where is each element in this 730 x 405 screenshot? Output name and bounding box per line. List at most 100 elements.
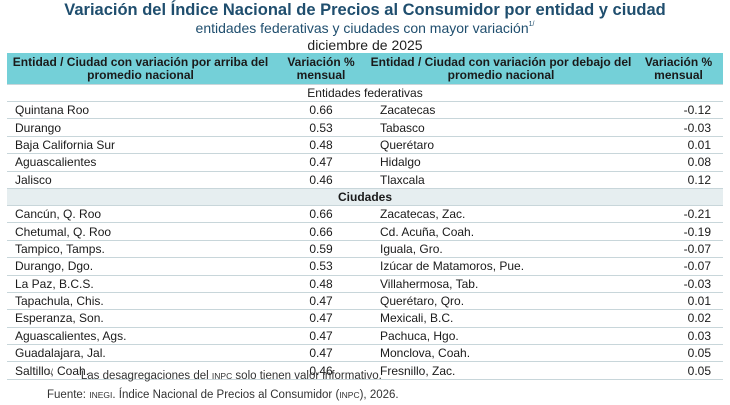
below-variation-cell: 0.02 [634, 309, 723, 328]
above-variation-cell: 0.53 [274, 118, 368, 137]
below-variation-cell: 0.01 [634, 292, 723, 311]
below-variation-cell: 0.01 [634, 136, 723, 155]
above-variation-cell: 0.53 [274, 257, 368, 276]
below-variation-cell: -0.21 [634, 205, 723, 224]
above-variation-cell: 0.66 [274, 205, 368, 224]
below-name-cell: Querétaro, Qro. [368, 292, 634, 311]
above-variation-cell: 0.66 [274, 222, 368, 241]
above-variation-cell: 0.47 [274, 292, 368, 311]
section-row: Ciudades [7, 188, 723, 206]
above-name-cell: Tapachula, Chis. [7, 292, 274, 311]
section-label: Ciudades [7, 188, 723, 206]
above-variation-cell: 0.47 [274, 344, 368, 363]
table-row: Jalisco 0.46 Tlaxcala 0.12 [7, 171, 723, 189]
table-row: Durango, Dgo. 0.53 Izúcar de Matamoros, Pu… [7, 257, 723, 276]
above-name-cell: Cancún, Q. Roo [7, 205, 274, 224]
below-variation-cell: 0.12 [634, 171, 723, 189]
below-name-cell: Tabasco [368, 118, 634, 137]
above-name-cell: Chetumal, Q. Roo [7, 222, 274, 241]
above-name-cell: Guadalajara, Jal. [7, 344, 274, 363]
below-name-cell: Cd. Acuña, Coah. [368, 222, 634, 241]
above-name-cell: Aguascalientes [7, 153, 274, 172]
above-name-cell: Esperanza, Son. [7, 309, 274, 328]
subtitle-text: entidades federativas y ciudades con may… [195, 20, 529, 36]
above-name-cell: Saltillo, Coah. [7, 361, 274, 380]
below-variation-cell: 0.05 [634, 361, 723, 380]
source-text-end: ), 2026. [359, 389, 399, 401]
below-name-cell: Iguala, Gro. [368, 240, 634, 259]
below-name-cell: Mexicali, B.C. [368, 309, 634, 328]
table-row: Aguascalientes, Ags. 0.47 Pachuca, Hgo. 0.0… [7, 327, 723, 346]
below-variation-cell: 0.03 [634, 327, 723, 346]
report-date: diciembre de 2025 [307, 37, 423, 53]
footnote-marker: 1/ [528, 21, 535, 28]
section-label: Entidades federativas [7, 84, 723, 102]
table-row: Durango 0.53 Tabasco -0.03 [7, 118, 723, 137]
below-name-cell: Villahermosa, Tab. [368, 275, 634, 293]
above-name-cell: Baja California Sur [7, 136, 274, 155]
table-row: Tapachula, Chis. 0.47 Querétaro, Qro. 0.01 [7, 292, 723, 311]
below-name-cell: Fresnillo, Zac. [368, 361, 634, 380]
above-variation-cell: 0.46 [274, 361, 368, 380]
above-name-cell: Tampico, Tamps. [7, 240, 274, 259]
table-row: Cancún, Q. Roo 0.66 Zacatecas, Zac. -0.21 [7, 205, 723, 224]
report-subtitle: entidades federativas y ciudades con may… [0, 20, 730, 36]
table-row: Quintana Roo 0.66 Zacatecas -0.12 [7, 101, 723, 120]
below-name-cell: Zacatecas [368, 101, 634, 120]
table-row: Saltillo, Coah. 0.46 Fresnillo, Zac. 0.05 [7, 361, 723, 380]
below-name-cell: Pachuca, Hgo. [368, 327, 634, 346]
col-header-below: Entidad / Ciudad con variación por debaj… [368, 53, 634, 85]
below-variation-cell: 0.08 [634, 153, 723, 172]
source-org: INEGI [89, 390, 113, 400]
table-header-row: Entidad / Ciudad con variación por arrib… [7, 53, 723, 85]
col-header-below-variation: Variación % mensual [634, 53, 723, 85]
source-line: Fuente: INEGI. Índice Nacional de Precio… [47, 389, 399, 401]
below-variation-cell: -0.12 [634, 101, 723, 120]
below-name-cell: Izúcar de Matamoros, Pue. [368, 257, 634, 276]
above-name-cell: Jalisco [7, 171, 274, 189]
below-variation-cell: -0.07 [634, 240, 723, 259]
above-name-cell: La Paz, B.C.S. [7, 275, 274, 293]
col-header-above-variation: Variación % mensual [274, 53, 368, 85]
above-name-cell: Durango, Dgo. [7, 257, 274, 276]
below-variation-cell: 0.05 [634, 344, 723, 363]
above-variation-cell: 0.59 [274, 240, 368, 259]
table-row: Guadalajara, Jal. 0.47 Monclova, Coah. 0.05 [7, 344, 723, 363]
below-name-cell: Hidalgo [368, 153, 634, 172]
below-name-cell: Tlaxcala [368, 171, 634, 189]
above-variation-cell: 0.48 [274, 275, 368, 293]
above-name-cell: Durango [7, 118, 274, 137]
above-variation-cell: 0.66 [274, 101, 368, 120]
footnote-text-start: Las desagregaciones del [80, 370, 212, 382]
above-variation-cell: 0.46 [274, 171, 368, 189]
above-variation-cell: 0.47 [274, 153, 368, 172]
below-name-cell: Monclova, Coah. [368, 344, 634, 363]
below-variation-cell: -0.03 [634, 275, 723, 293]
above-variation-cell: 0.48 [274, 136, 368, 155]
source-text-start: . Índice Nacional de Precios al Consumid… [112, 389, 340, 401]
below-variation-cell: -0.07 [634, 257, 723, 276]
inpc-variation-table: Entidad / Ciudad con variación por arrib… [7, 53, 723, 380]
footnote-mark: 1/ [47, 369, 53, 376]
source-label: Fuente: [47, 389, 90, 401]
below-name-cell: Querétaro [368, 136, 634, 155]
section-row: Entidades federativas [7, 84, 723, 102]
above-name-cell: Quintana Roo [7, 101, 274, 120]
below-name-cell: Zacatecas, Zac. [368, 205, 634, 224]
footnote-abbr: INPC [211, 371, 233, 381]
col-header-above: Entidad / Ciudad con variación por arrib… [7, 53, 274, 85]
above-variation-cell: 0.47 [274, 327, 368, 346]
source-abbr: INPC [339, 390, 360, 400]
below-variation-cell: -0.03 [634, 118, 723, 137]
footnote: 1/Las desagregaciones del INPC solo tien… [47, 369, 382, 382]
table-row: Baja California Sur 0.48 Querétaro 0.01 [7, 136, 723, 155]
footnote-text-end: solo tienen valor informativo. [232, 370, 382, 382]
table-row: Tampico, Tamps. 0.59 Iguala, Gro. -0.07 [7, 240, 723, 259]
table-row: Chetumal, Q. Roo 0.66 Cd. Acuña, Coah. -0.1… [7, 222, 723, 241]
table-row: Aguascalientes 0.47 Hidalgo 0.08 [7, 153, 723, 172]
table-row: Esperanza, Son. 0.47 Mexicali, B.C. 0.02 [7, 309, 723, 328]
report-title: Variación del Índice Nacional de Precios… [64, 1, 666, 19]
below-variation-cell: -0.19 [634, 222, 723, 241]
table-row: La Paz, B.C.S. 0.48 Villahermosa, Tab. -0.0… [7, 275, 723, 293]
above-variation-cell: 0.47 [274, 309, 368, 328]
